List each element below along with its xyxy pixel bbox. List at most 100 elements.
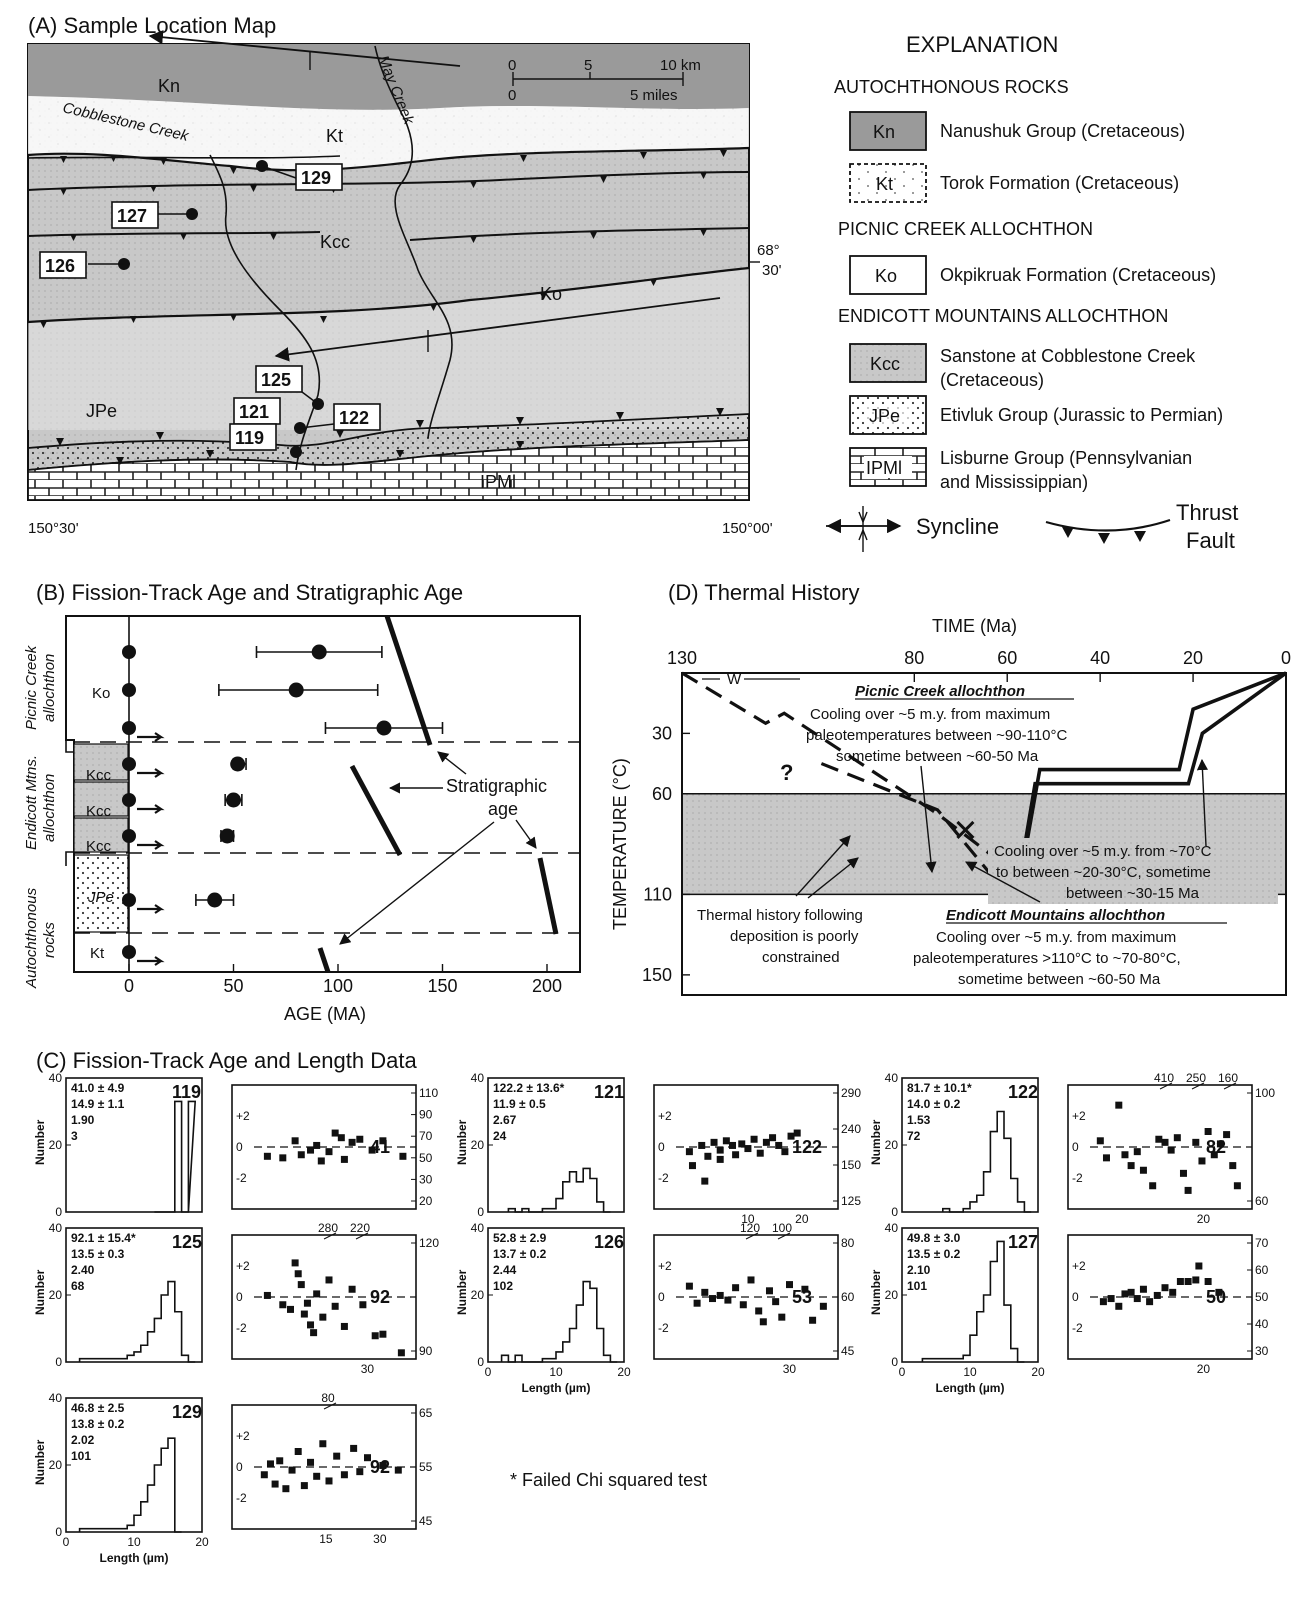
- histogram-bars-119: [154, 1100, 197, 1213]
- radial-point-122-20: [1229, 1162, 1237, 1170]
- radial-top-label-125-0: 280: [318, 1221, 338, 1235]
- histogram-bars-127: [921, 1240, 1025, 1363]
- hist-ytick-label-125-0: 0: [55, 1355, 62, 1369]
- d-xtick-label-0: 0: [1281, 648, 1291, 668]
- radial-rtick-label-121-3: 125: [841, 1194, 861, 1208]
- picnic-line-1: Cooling over ~5 m.y. from maximum: [810, 706, 1050, 723]
- hist-stat-126-3: 102: [493, 1279, 513, 1293]
- thermal-line-1: Thermal history following: [697, 907, 863, 924]
- sample-119-label: 119: [235, 428, 264, 448]
- radial-point-127-15: [1204, 1278, 1212, 1285]
- radial-rtick-label-121-2: 150: [841, 1158, 861, 1172]
- radial-point-129-9: [313, 1472, 321, 1480]
- strat-zero-dot-5: [122, 829, 136, 843]
- radial-point-126-12: [772, 1298, 780, 1306]
- radial-point-125-2: [287, 1305, 294, 1313]
- radial-rtick-label-125-1: 90: [419, 1344, 433, 1358]
- radial-point-122-7: [1149, 1182, 1157, 1190]
- radial-point-122-19: [1223, 1131, 1231, 1139]
- radial-point-127-10: [1169, 1288, 1177, 1296]
- radial-top-tick-125-1: [355, 1232, 369, 1240]
- radial-ytick-126-2: -2: [658, 1321, 669, 1335]
- radial-point-127-5: [1133, 1295, 1141, 1303]
- radial-point-127-7: [1146, 1298, 1154, 1306]
- sample-125-label: 125: [261, 370, 291, 390]
- radial-point-125-13: [331, 1302, 339, 1310]
- section-endicott: ENDICOTT MOUNTAINS ALLOCHTHON: [838, 306, 1168, 326]
- radial-point-122-1: [1102, 1154, 1110, 1162]
- radial-point-119-9: [337, 1134, 345, 1142]
- radial-point-122-3: [1121, 1151, 1129, 1159]
- panel-d-xlabel: TIME (Ma): [932, 616, 1017, 636]
- unit-jpe: JPe: [86, 401, 117, 421]
- radial-centre-age-125: 92: [370, 1287, 390, 1307]
- radial-point-122-12: [1179, 1169, 1187, 1177]
- radial-ytick-122-0: +2: [1072, 1109, 1086, 1123]
- radial-point-125-17: [371, 1332, 379, 1340]
- shift-arrow-6: [137, 904, 165, 914]
- fission-age-point-5: [219, 828, 235, 844]
- legend-jpe: JPe Etivluk Group (Jurassic to Permian): [849, 395, 1223, 435]
- histogram-bars-122: [942, 1110, 1032, 1213]
- row-label-ko: Ko: [92, 685, 110, 702]
- radial-ytick-127-1: 0: [1072, 1290, 1079, 1304]
- legend-ipml: IPMl Lisburne Group (Pennsylvanian and M…: [849, 447, 1192, 492]
- radial-ytick-122-2: -2: [1072, 1171, 1083, 1185]
- radial-point-129-2: [271, 1480, 279, 1488]
- radial-point-125-15: [348, 1285, 356, 1293]
- hist-ylabel-119: Number: [33, 1119, 47, 1165]
- radial-point-121-1: [698, 1141, 706, 1149]
- radial-point-129-5: [288, 1466, 296, 1474]
- panel-b-xlabel: AGE (MA): [284, 1004, 366, 1024]
- hist-xtick-label-127-0: 0: [899, 1365, 906, 1379]
- panel-d-axes: 130 80 60 40 20 0 30 60 110 150: [642, 648, 1291, 985]
- radial-point-122-10: [1167, 1146, 1175, 1154]
- radial-point-129-18: [394, 1466, 402, 1474]
- radial-rtick-label-122-0: 100: [1255, 1086, 1275, 1100]
- radial-point-119-12: [356, 1135, 364, 1143]
- hist-ytick-label-121-40: 40: [471, 1071, 485, 1085]
- lon-west: 150°30': [28, 520, 79, 537]
- hist-ytick-label-129-0: 0: [55, 1525, 62, 1539]
- radial-bot-label-121-0: 10: [741, 1212, 755, 1226]
- radial-point-125-0: [263, 1291, 271, 1299]
- hist-xlabel-129: Length (µm): [100, 1551, 169, 1565]
- hist-stat-129-1: 13.8 ± 0.2: [71, 1417, 125, 1431]
- radial-rtick-label-119-1: 90: [419, 1108, 433, 1122]
- endicott-path: [1014, 671, 1288, 895]
- hist-stat-121-3: 24: [493, 1129, 507, 1143]
- radial-point-119-4: [307, 1146, 315, 1154]
- shift-arrow-7: [137, 956, 165, 966]
- thrust-label-1: Thrust: [1176, 500, 1238, 525]
- radial-rtick-label-127-1: 60: [1255, 1263, 1269, 1277]
- radial-rtick-label-119-2: 70: [419, 1129, 433, 1143]
- hist-stat-125-1: 13.5 ± 0.3: [71, 1247, 125, 1261]
- radial-point-126-11: [765, 1287, 773, 1295]
- strat-age-1: Stratigraphic: [446, 776, 547, 796]
- section-autochthonous: AUTOCHTHONOUS ROCKS: [834, 77, 1069, 97]
- shift-arrow-5: [137, 840, 165, 850]
- radial-point-125-5: [297, 1281, 305, 1289]
- radial-rtick-label-126-0: 80: [841, 1236, 855, 1250]
- unit-kn: Kn: [158, 76, 180, 96]
- radial-point-121-0: [685, 1148, 693, 1156]
- radial-point-127-6: [1139, 1285, 1147, 1293]
- hist-stat-125-3: 68: [71, 1279, 85, 1293]
- legend-kcc: Kcc Sanstone at Cobblestone Creek (Creta…: [849, 343, 1196, 390]
- hist-stat-119-2: 1.90: [71, 1113, 95, 1127]
- b-tick-label-100: 100: [323, 976, 353, 996]
- legend-ipml-text1: Lisburne Group (Pennsylvanian: [940, 448, 1192, 468]
- radial-ytick-129-2: -2: [236, 1491, 247, 1505]
- radial-point-121-3: [710, 1138, 718, 1146]
- radial-point-121-16: [787, 1132, 795, 1140]
- fission-age-point-0: [311, 644, 327, 660]
- radial-ytick-119-2: -2: [236, 1171, 247, 1185]
- radial-rtick-label-119-4: 30: [419, 1172, 433, 1186]
- radial-point-129-16: [364, 1454, 371, 1462]
- strat-zero-dot-1: [122, 683, 136, 697]
- radial-point-127-12: [1184, 1278, 1192, 1285]
- radial-point-127-16: [1215, 1288, 1223, 1296]
- radial-top-label-126-0: 120: [740, 1221, 760, 1235]
